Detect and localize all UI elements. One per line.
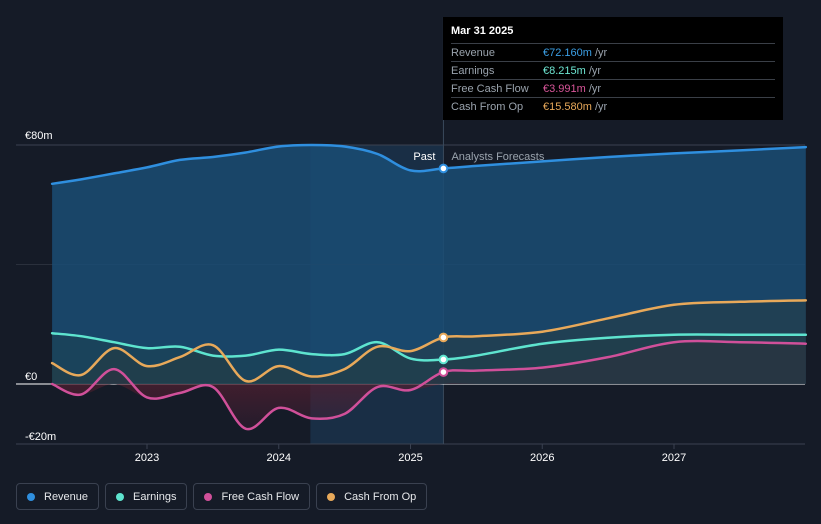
analysts-forecasts-label: Analysts Forecasts [451,151,544,163]
tooltip-value: €3.991m [543,82,586,95]
legend-label: Revenue [44,490,89,503]
x-tick-label: 2027 [662,452,686,464]
legend-dot-icon [27,492,35,501]
legend-dot-icon [204,492,213,501]
y-tick-label: €0 [25,371,37,383]
line-revenue [50,143,808,186]
tooltip-value: €15.580m [543,100,592,113]
tooltip-row-revenue: Revenue €72.160m /yr [451,43,775,61]
tooltip-label: Earnings [451,64,495,77]
marker-earnings [438,354,449,365]
tooltip-label: Free Cash Flow [451,82,529,95]
legend-dot-icon [327,492,336,501]
tooltip-label: Revenue [451,46,496,59]
legend-item-revenue[interactable]: Revenue [16,483,100,510]
area-cash-from-op [52,300,806,384]
x-tick-label: 2025 [398,452,422,464]
marker-cash-from-op [438,332,449,343]
legend-item-earnings[interactable]: Earnings [105,483,188,510]
legend-dot-icon [116,492,125,501]
tooltip-unit: /yr [588,82,602,95]
tooltip-row-cash-from-op: Cash From Op €15.580m /yr [451,97,775,115]
x-tick-label: 2024 [267,452,291,464]
y-tick-label: -€20m [25,431,56,443]
area-revenue [52,145,806,384]
legend-label: Earnings [133,490,177,503]
past-label: Past [413,151,435,163]
tooltip-row-free-cash-flow: Free Cash Flow €3.991m /yr [451,79,775,97]
line-free-cash-flow [50,339,808,431]
line-earnings [50,331,808,362]
marker-free-cash-flow [438,367,449,377]
tooltip-unit: /yr [594,46,608,59]
legend-label: Cash From Op [344,490,417,503]
tooltip: Mar 31 2025 Revenue €72.160m /yr Earning… [443,17,783,120]
x-tick-label: 2026 [530,452,554,464]
tooltip-value: €72.160m [543,46,592,59]
legend-label: Free Cash Flow [221,490,300,503]
axes: €80m €0 -€20m 2023 2024 2025 2026 2027 [25,130,686,464]
tooltip-date: Mar 31 2025 [451,25,514,37]
marker-revenue [438,163,449,174]
legend-item-free-cash-flow[interactable]: Free Cash Flow [193,483,311,510]
legend: Revenue Earnings Free Cash Flow Cash Fro… [16,483,428,510]
tooltip-value: €8.215m [543,64,586,77]
legend-item-cash-from-op[interactable]: Cash From Op [316,483,428,510]
tooltip-unit: /yr [588,64,602,77]
series-markers [438,163,449,377]
series-areas [52,145,806,430]
series-lines [50,143,808,431]
area-free-cash-flow-negative [52,383,806,430]
tooltip-unit: /yr [594,100,608,113]
tooltip-label: Cash From Op [451,100,524,113]
tooltip-row-earnings: Earnings €8.215m /yr [451,61,775,79]
y-tick-label: €80m [25,130,53,142]
area-earnings [52,333,806,384]
line-cash-from-op [50,299,808,383]
x-tick-label: 2023 [135,452,159,464]
